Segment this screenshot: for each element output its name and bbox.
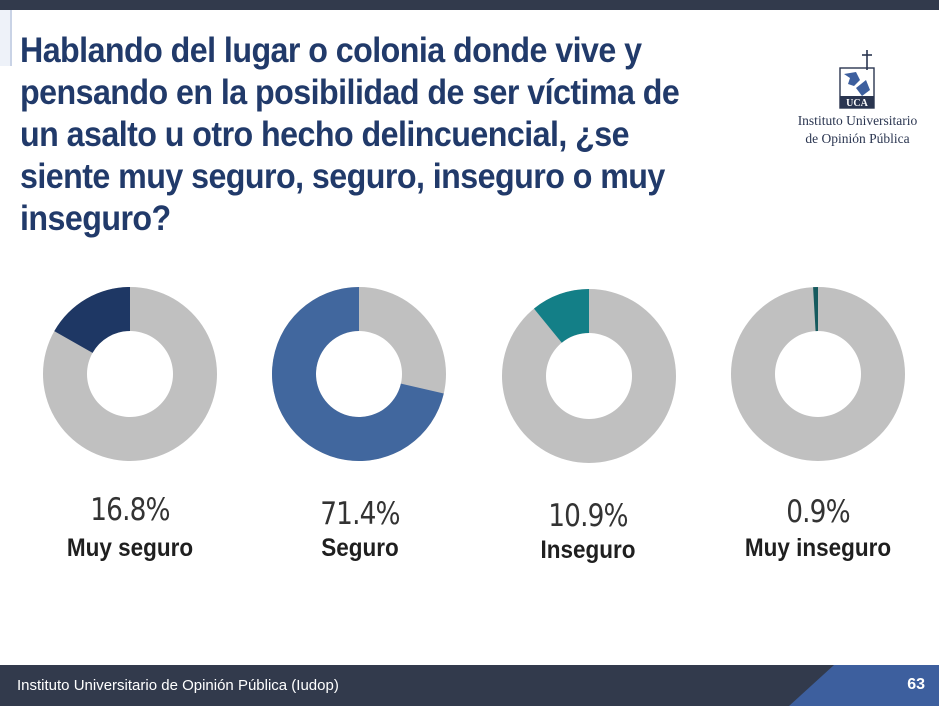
donut-slice-seguro (271, 287, 444, 461)
donut-slice-muy-seguro (54, 287, 130, 353)
logo-line-1: Instituto Universitario (797, 113, 918, 128)
value-label-seguro: 71.4% (320, 496, 400, 532)
donut-slice-inseguro (533, 289, 589, 343)
logo-line-2: de Opinión Pública (805, 131, 910, 146)
logo-mark-text: UCA (846, 98, 868, 109)
category-label-muy-inseguro: Muy inseguro (744, 534, 892, 562)
donut-charts: 16.8% Muy seguro 71.4% Seguro 10.9% Inse… (0, 270, 939, 590)
donut-slice-muy-inseguro (813, 287, 818, 332)
donut-remainder-inseguro (501, 289, 676, 463)
iudop-logo: UCA Instituto Universitario de Opinión P… (780, 50, 935, 148)
donut-remainder-muy-inseguro (730, 287, 905, 461)
category-label-inseguro: Inseguro (540, 536, 636, 564)
footer-text: Instituto Universitario de Opinión Públi… (17, 677, 339, 694)
uca-emblem-icon: UCA (838, 50, 875, 109)
page-number: 63 (907, 676, 925, 693)
footer-bar: Instituto Universitario de Opinión Públi… (0, 665, 939, 706)
value-label-inseguro: 10.9% (548, 498, 628, 534)
category-label-muy-seguro: Muy seguro (66, 534, 194, 562)
title-bracket (0, 10, 12, 66)
top-bar (0, 0, 939, 10)
category-label-seguro: Seguro (321, 534, 399, 562)
slide-title: Hablando del lugar o colonia donde vive … (20, 31, 680, 238)
donut-svg (42, 287, 905, 463)
value-label-muy-seguro: 16.8% (90, 492, 170, 528)
value-label-muy-inseguro: 0.9% (786, 494, 850, 530)
